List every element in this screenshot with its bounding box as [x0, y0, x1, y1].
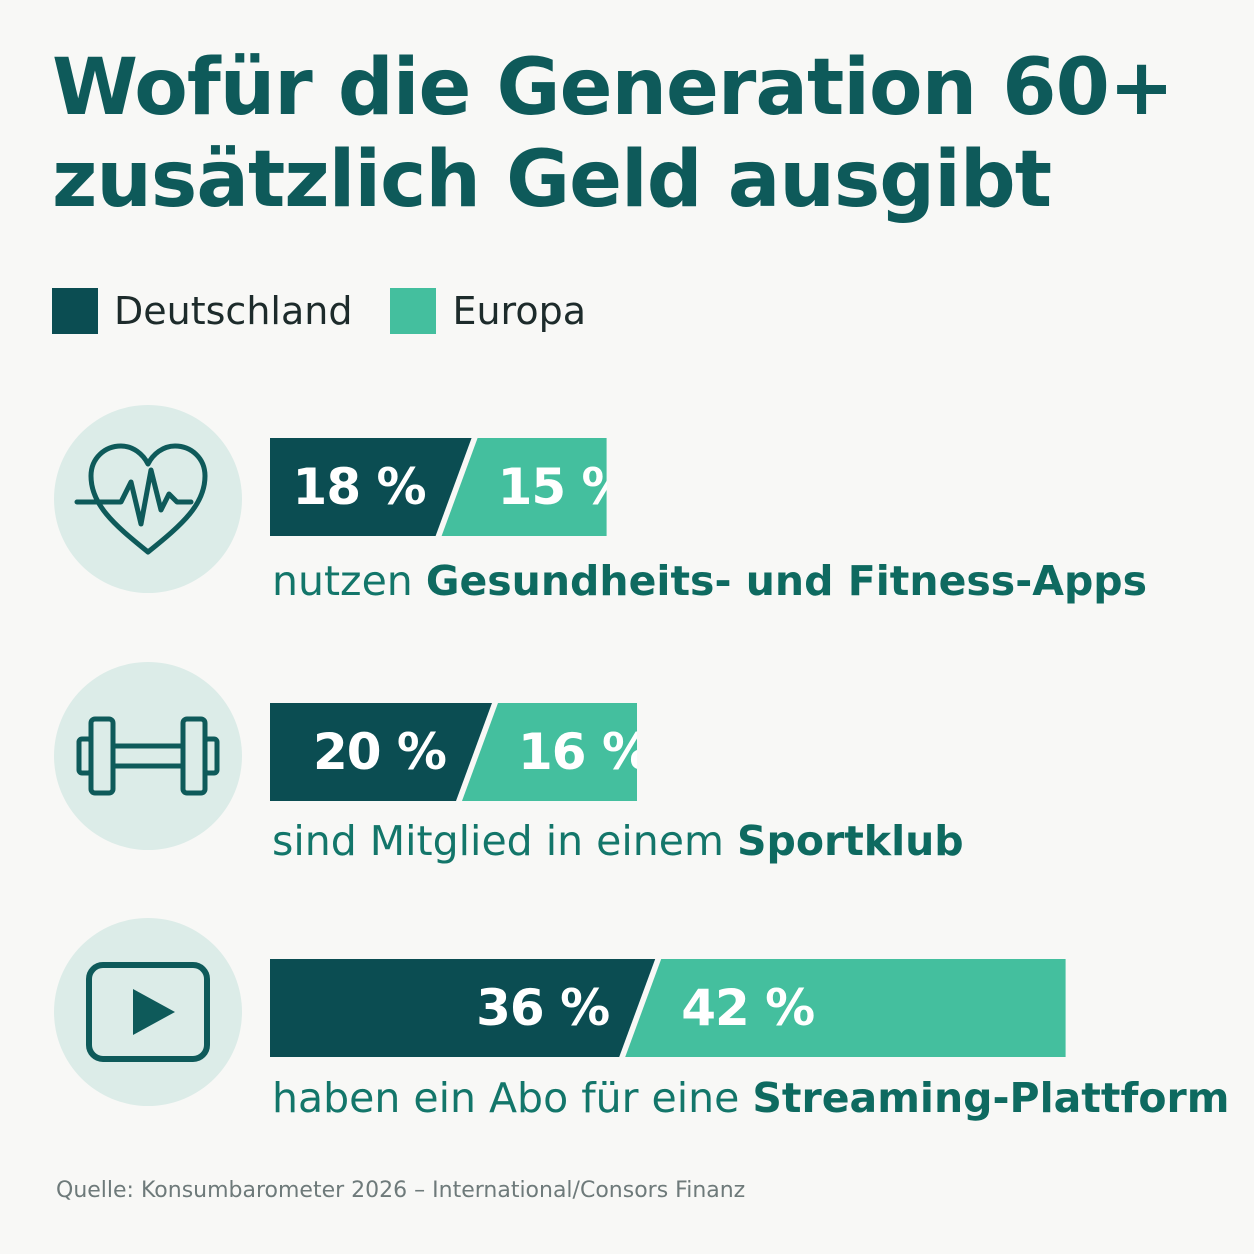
bar-deutschland — [270, 438, 472, 536]
bar-caption: sind Mitglied in einem Sportklub — [272, 817, 964, 865]
source-note: Quelle: Konsumbarometer 2026 – Internati… — [56, 1178, 746, 1203]
bar-svg: 18 % 15 % — [270, 438, 607, 536]
bar-group: 18 % 15 % — [270, 438, 607, 536]
chart-title: Wofür die Generation 60+ zusätzlich Geld… — [52, 42, 1232, 226]
icon-circle — [54, 918, 242, 1106]
bar-europa — [441, 438, 607, 536]
bar-label-deutschland: 36 % — [476, 979, 609, 1037]
legend-label-deutschland: Deutschland — [114, 289, 353, 333]
row-fitness-apps: 18 % 15 % nutzen Gesundheits- und Fitness… — [0, 405, 1254, 605]
bar-svg: 20 % 16 % — [270, 703, 638, 801]
title-line-1: Wofür die Generation 60+ — [52, 43, 1174, 133]
legend-swatch-deutschland — [52, 288, 98, 334]
bar-caption: haben ein Abo für eine Streaming-Plattfo… — [272, 1074, 1229, 1122]
caption-normal: sind Mitglied in einem — [272, 817, 737, 865]
bar-label-deutschland: 18 % — [293, 458, 426, 516]
caption-bold: Streaming-Plattform — [752, 1074, 1230, 1122]
caption-normal: haben ein Abo für eine — [272, 1074, 753, 1122]
caption-bold: Sportklub — [736, 817, 964, 865]
caption-bold: Gesundheits- und Fitness-Apps — [425, 557, 1148, 605]
legend: Deutschland Europa — [52, 286, 624, 336]
row-sportklub: 20 % 16 % sind Mitglied in einem Sportklu… — [0, 662, 1254, 865]
bar-deutschland — [270, 959, 656, 1057]
caption-normal: nutzen — [272, 557, 426, 605]
bar-label-europa: 15 % — [498, 458, 607, 516]
bar-label-deutschland: 20 % — [313, 723, 446, 781]
legend-item-deutschland: Deutschland — [52, 288, 352, 334]
play-button-icon — [86, 962, 210, 1062]
legend-swatch-europa — [390, 288, 437, 334]
bar-deutschland — [270, 703, 492, 801]
legend-item-europa: Europa — [390, 288, 586, 334]
bar-label-europa: 42 % — [681, 979, 814, 1037]
bar-europa — [625, 959, 1066, 1057]
heart-pulse-icon — [74, 443, 208, 555]
row-streaming: 36 % 42 % haben ein Abo für eine Streamin… — [0, 918, 1254, 1122]
bar-label-europa: 16 % — [518, 723, 637, 781]
icon-circle — [54, 662, 242, 850]
bar-europa — [461, 703, 638, 801]
bar-caption: nutzen Gesundheits- und Fitness-Apps — [272, 557, 1147, 605]
legend-label-europa: Europa — [452, 289, 586, 333]
title-line-2: zusätzlich Geld ausgibt — [52, 135, 1052, 225]
dumbbell-icon — [76, 716, 220, 796]
bar-group: 20 % 16 % — [270, 703, 638, 801]
bar-group: 36 % 42 % — [270, 959, 1066, 1057]
icon-circle — [54, 405, 242, 593]
bar-svg: 36 % 42 % — [270, 959, 1066, 1057]
